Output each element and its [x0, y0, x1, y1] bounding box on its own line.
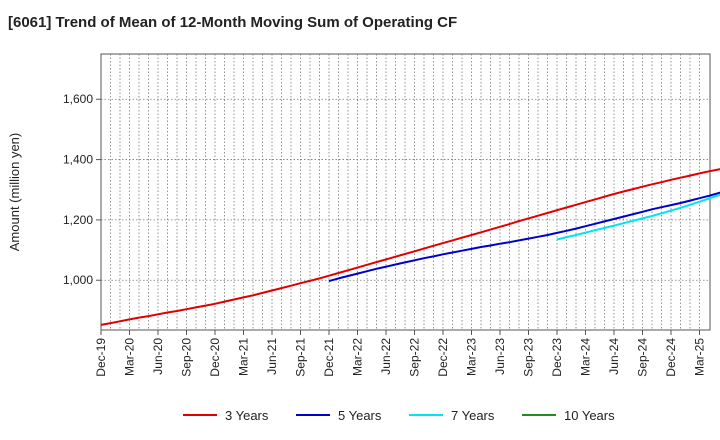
y-tick-label: 1,000 — [63, 273, 93, 287]
x-tick-label: Jun-23 — [493, 338, 507, 375]
x-tick-label: Jun-20 — [151, 338, 165, 375]
y-tick-label: 1,200 — [63, 213, 93, 227]
legend-label: 3 Years — [225, 408, 269, 423]
x-tick-label: Mar-20 — [123, 338, 137, 376]
x-tick-label: Sep-20 — [180, 338, 194, 377]
x-tick-label: Dec-19 — [94, 338, 108, 377]
grid-layer — [101, 54, 710, 330]
x-tick-label: Jun-24 — [607, 338, 621, 375]
x-tick-label: Mar-25 — [693, 338, 707, 376]
chart-title: [6061] Trend of Mean of 12-Month Moving … — [8, 14, 458, 31]
x-tick-label: Jun-21 — [265, 338, 279, 375]
y-axis-label: Amount (million yen) — [7, 133, 22, 252]
legend-label: 10 Years — [564, 408, 615, 423]
x-tick-label: Sep-24 — [636, 338, 650, 377]
legend: 3 Years 5 Years 7 Years 10 Years — [183, 408, 615, 423]
y-tick-label: 1,400 — [63, 153, 93, 167]
x-tick-label: Dec-23 — [550, 338, 564, 377]
x-tick-label: Sep-22 — [408, 338, 422, 377]
x-tick-label: Mar-21 — [237, 338, 251, 376]
axis-layer: 1,000 1,200 1,400 1,600 Dec-19 Mar-20 Jun-20 Se… — [63, 92, 707, 376]
plot-area — [100, 53, 711, 331]
series-line-3-years — [100, 168, 720, 326]
x-tick-label: Jun-22 — [379, 338, 393, 375]
x-tick-label: Mar-24 — [579, 338, 593, 376]
x-tick-label: Mar-23 — [465, 338, 479, 376]
x-tick-label: Dec-20 — [208, 338, 222, 377]
legend-label: 5 Years — [338, 408, 382, 423]
y-tick-label: 1,600 — [63, 92, 93, 106]
x-tick-label: Dec-21 — [322, 338, 336, 377]
x-tick-label: Mar-22 — [351, 338, 365, 376]
series-line-7-years — [556, 193, 720, 241]
series-line-5-years — [328, 191, 720, 283]
legend-label: 7 Years — [451, 408, 495, 423]
series-layer — [100, 168, 720, 326]
x-tick-label: Sep-23 — [522, 338, 536, 377]
x-tick-label: Dec-24 — [664, 338, 678, 377]
x-tick-label: Sep-21 — [294, 338, 308, 377]
x-tick-label: Dec-22 — [436, 338, 450, 377]
